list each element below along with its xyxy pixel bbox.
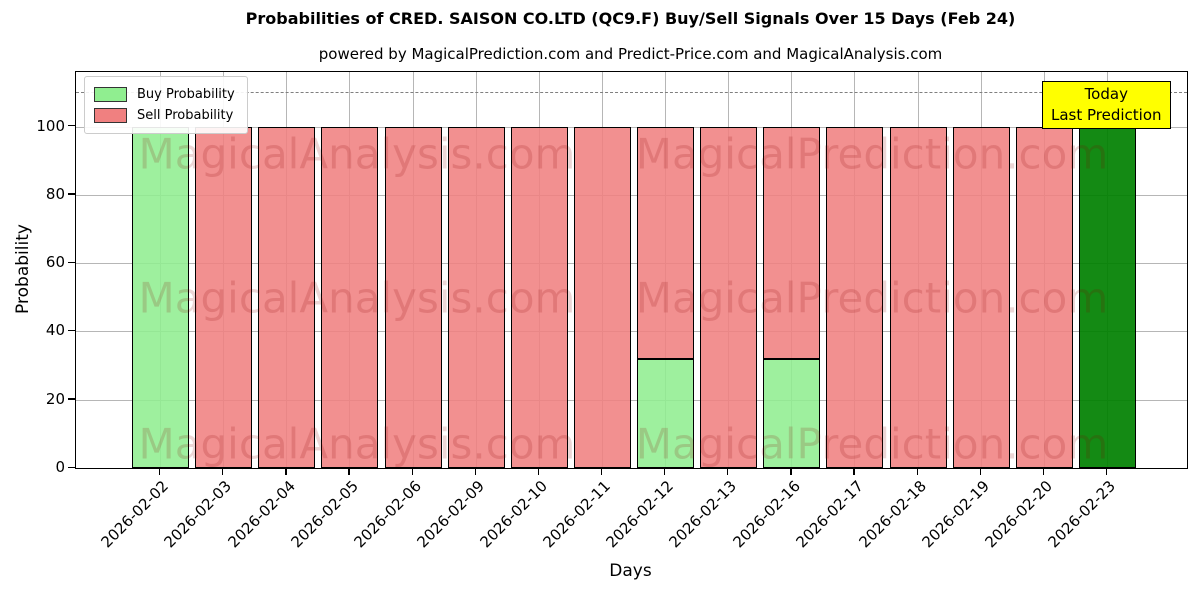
- bar-segment-sell-probability-2026-02-05: [321, 126, 379, 468]
- bar-segment-sell-probability-2026-02-11: [573, 126, 631, 468]
- legend: Buy Probability Sell Probability: [84, 76, 248, 134]
- x-tick-label-text: 2026-02-19: [918, 477, 993, 552]
- today-threshold-line: [76, 92, 1187, 94]
- plot-area: Buy Probability Sell Probability Today L…: [75, 71, 1188, 469]
- y-tick-label: 0: [55, 458, 65, 476]
- y-tick: [68, 125, 75, 127]
- x-tick: [600, 468, 603, 475]
- chart-subtitle: powered by MagicalPrediction.com and Pre…: [318, 45, 943, 63]
- today-annotation-line2: Last Prediction: [1051, 106, 1162, 124]
- x-tick: [727, 468, 729, 475]
- x-tick: [790, 468, 792, 475]
- legend-buy-label: Buy Probability: [137, 87, 235, 102]
- x-tick-label-text: 2026-02-10: [476, 477, 551, 552]
- chart-title: Probabilities of CRED. SAISON CO.LTD (QC…: [245, 9, 1016, 28]
- x-tick-label-text: 2026-02-12: [602, 477, 678, 552]
- x-tick: [474, 468, 476, 475]
- bar-segment-sell-probability-2026-02-16: [763, 126, 821, 359]
- h-gridline: [76, 126, 1187, 128]
- h-gridline: [76, 331, 1187, 333]
- bar-segment-buy-probability-2026-02-02: [132, 126, 189, 468]
- y-tick-label: 100: [36, 116, 65, 135]
- legend-sell-swatch: [94, 108, 127, 123]
- x-tick: [664, 468, 666, 475]
- h-gridline: [76, 399, 1187, 401]
- bar-segment-sell-probability-2026-02-12: [637, 126, 695, 359]
- bar-segment-sell-probability-2026-02-19: [952, 126, 1010, 468]
- x-tick: [411, 468, 413, 475]
- x-tick-label-text: 2026-02-04: [224, 477, 299, 552]
- legend-sell-label: Sell Probability: [137, 108, 234, 123]
- bar-segment-buy-probability-2026-02-16: [763, 358, 821, 468]
- y-tick: [68, 261, 75, 263]
- legend-buy-swatch: [94, 87, 127, 102]
- x-tick-label-text: 2026-02-17: [792, 477, 867, 552]
- h-gridline: [76, 194, 1187, 196]
- today-annotation-line1: Today: [1084, 85, 1128, 103]
- x-tick-label-text: 2026-02-18: [855, 477, 930, 552]
- x-tick-label-text: 2026-02-16: [729, 477, 804, 552]
- x-tick-label-text: 2026-02-03: [160, 477, 236, 552]
- legend-entry-buy: Buy Probability: [94, 84, 235, 105]
- legend-entry-sell: Sell Probability: [94, 105, 235, 126]
- x-tick-label-text: 2026-02-13: [666, 477, 741, 552]
- bar-segment-sell-probability-2026-02-17: [826, 126, 884, 468]
- bar-segment-sell-probability-2026-02-03: [195, 126, 253, 468]
- bar-segment-sell-probability-2026-02-06: [384, 126, 442, 468]
- y-tick-label: 80: [45, 184, 65, 203]
- x-tick-label-text: 2026-02-20: [981, 477, 1057, 552]
- y-tick: [68, 329, 75, 332]
- x-tick-label-text: 2026-02-02: [97, 477, 173, 552]
- x-tick: [916, 468, 918, 475]
- today-annotation: Today Last Prediction: [1042, 81, 1171, 129]
- x-tick-label-text: 2026-02-09: [413, 477, 488, 552]
- bar-segment-sell-probability-2026-02-10: [510, 126, 568, 468]
- x-tick-label-text: 2026-02-05: [287, 477, 362, 552]
- bar-segment-sell-probability-2026-02-13: [700, 126, 758, 468]
- x-tick: [285, 468, 287, 475]
- y-tick-label: 60: [45, 253, 65, 272]
- x-tick-label-text: 2026-02-11: [539, 477, 615, 552]
- y-tick: [68, 398, 75, 400]
- bar-segment-sell-probability-2026-02-09: [447, 126, 505, 468]
- x-tick: [1042, 468, 1045, 475]
- bar-segment-sell-probability-2026-02-20: [1015, 126, 1073, 468]
- y-tick-label: 20: [45, 389, 65, 408]
- y-tick-label: 40: [45, 321, 65, 340]
- h-gridline: [76, 263, 1187, 265]
- x-axis-label: Days: [609, 561, 652, 581]
- y-tick: [68, 466, 75, 468]
- y-tick: [68, 193, 75, 195]
- bar-segment-today-prediction-2026-02-23: [1078, 126, 1136, 468]
- x-tick: [1105, 468, 1108, 475]
- x-tick: [979, 468, 981, 475]
- bar-segment-sell-probability-2026-02-04: [258, 126, 316, 468]
- bar-segment-sell-probability-2026-02-18: [889, 126, 947, 468]
- x-tick: [222, 468, 224, 475]
- x-tick-label-text: 2026-02-23: [1044, 477, 1120, 552]
- bar-segment-buy-probability-2026-02-12: [637, 358, 695, 468]
- x-tick-label-text: 2026-02-06: [350, 477, 425, 552]
- x-tick: [159, 468, 161, 475]
- x-tick: [853, 468, 855, 475]
- x-tick: [348, 468, 350, 475]
- x-tick: [537, 468, 540, 475]
